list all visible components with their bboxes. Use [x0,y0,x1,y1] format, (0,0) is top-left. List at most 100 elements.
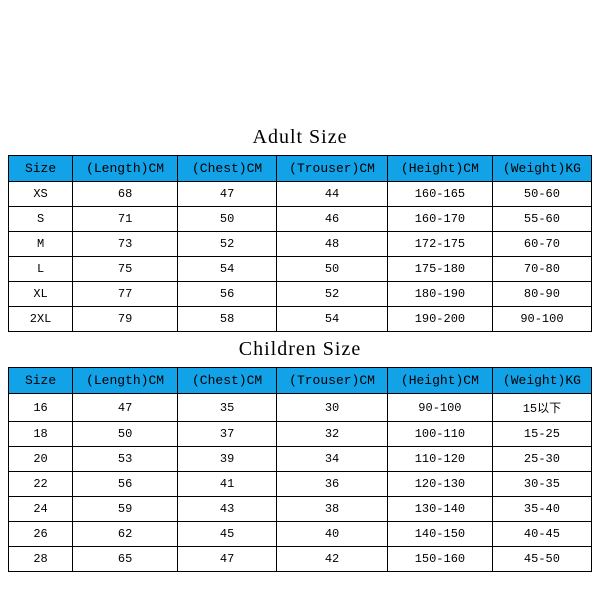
table-cell: 50 [277,257,388,282]
table-cell: 42 [277,547,388,572]
col-trouser: (Trouser)CM [277,156,388,182]
table-cell: 50 [178,207,277,232]
table-cell: 46 [277,207,388,232]
table-cell: 39 [178,447,277,472]
table-cell: 47 [178,547,277,572]
col-trouser: (Trouser)CM [277,368,388,394]
col-size: Size [9,368,73,394]
table-row: L755450175-18070-80 [9,257,592,282]
table-cell: 20 [9,447,73,472]
table-row: 28654742150-16045-50 [9,547,592,572]
table-cell: 43 [178,497,277,522]
table-cell: M [9,232,73,257]
table-cell: XS [9,182,73,207]
children-size-table: Size (Length)CM (Chest)CM (Trouser)CM (H… [8,367,592,572]
table-cell: 160-170 [387,207,492,232]
table-cell: 15-25 [492,422,591,447]
table-cell: 56 [73,472,178,497]
table-cell: 22 [9,472,73,497]
table-cell: 44 [277,182,388,207]
table-cell: 190-200 [387,307,492,332]
col-height: (Height)CM [387,156,492,182]
table-cell: 50 [73,422,178,447]
table-cell: 110-120 [387,447,492,472]
table-cell: 45 [178,522,277,547]
table-cell: 59 [73,497,178,522]
table-cell: 52 [178,232,277,257]
col-length: (Length)CM [73,368,178,394]
table-row: 22564136120-13030-35 [9,472,592,497]
table-cell: 175-180 [387,257,492,282]
table-row: 26624540140-15040-45 [9,522,592,547]
table-cell: 30 [277,394,388,422]
table-cell: 47 [178,182,277,207]
table-cell: 40-45 [492,522,591,547]
table-cell: 28 [9,547,73,572]
table-header-row: Size (Length)CM (Chest)CM (Trouser)CM (H… [9,156,592,182]
table-cell: 25-30 [492,447,591,472]
table-cell: 68 [73,182,178,207]
size-chart-container: Adult Size Size (Length)CM (Chest)CM (Tr… [0,0,600,572]
table-cell: 130-140 [387,497,492,522]
table-cell: 160-165 [387,182,492,207]
table-cell: 35 [178,394,277,422]
table-cell: 26 [9,522,73,547]
table-cell: 34 [277,447,388,472]
table-cell: 50-60 [492,182,591,207]
table-cell: 140-150 [387,522,492,547]
table-cell: L [9,257,73,282]
table-row: 24594338130-14035-40 [9,497,592,522]
table-cell: 41 [178,472,277,497]
table-cell: 75 [73,257,178,282]
table-row: M735248172-17560-70 [9,232,592,257]
table-cell: 45-50 [492,547,591,572]
table-cell: S [9,207,73,232]
col-length: (Length)CM [73,156,178,182]
table-cell: 120-130 [387,472,492,497]
table-cell: 30-35 [492,472,591,497]
table-cell: 24 [9,497,73,522]
col-weight: (Weight)KG [492,368,591,394]
table-cell: 73 [73,232,178,257]
table-cell: 15以下 [492,394,591,422]
table-header-row: Size (Length)CM (Chest)CM (Trouser)CM (H… [9,368,592,394]
table-row: 20533934110-12025-30 [9,447,592,472]
table-cell: 53 [73,447,178,472]
table-cell: 55-60 [492,207,591,232]
table-cell: 38 [277,497,388,522]
col-weight: (Weight)KG [492,156,591,182]
table-cell: 172-175 [387,232,492,257]
table-cell: 2XL [9,307,73,332]
table-row: 18503732100-11015-25 [9,422,592,447]
table-cell: 40 [277,522,388,547]
table-row: S715046160-17055-60 [9,207,592,232]
table-cell: 54 [178,257,277,282]
table-cell: 77 [73,282,178,307]
table-cell: 35-40 [492,497,591,522]
table-row: XL775652180-19080-90 [9,282,592,307]
table-cell: 16 [9,394,73,422]
table-cell: 32 [277,422,388,447]
col-height: (Height)CM [387,368,492,394]
table-cell: 56 [178,282,277,307]
col-chest: (Chest)CM [178,156,277,182]
table-cell: 58 [178,307,277,332]
adult-title: Adult Size [8,120,592,155]
table-cell: 180-190 [387,282,492,307]
table-cell: 54 [277,307,388,332]
table-cell: 79 [73,307,178,332]
table-cell: 150-160 [387,547,492,572]
adult-size-table: Size (Length)CM (Chest)CM (Trouser)CM (H… [8,155,592,332]
table-cell: 60-70 [492,232,591,257]
table-cell: 62 [73,522,178,547]
table-cell: 18 [9,422,73,447]
table-row: XS684744160-16550-60 [9,182,592,207]
table-cell: 90-100 [387,394,492,422]
table-cell: 100-110 [387,422,492,447]
table-cell: 52 [277,282,388,307]
table-cell: 71 [73,207,178,232]
table-cell: 65 [73,547,178,572]
children-title: Children Size [8,332,592,367]
table-cell: 37 [178,422,277,447]
table-cell: 80-90 [492,282,591,307]
